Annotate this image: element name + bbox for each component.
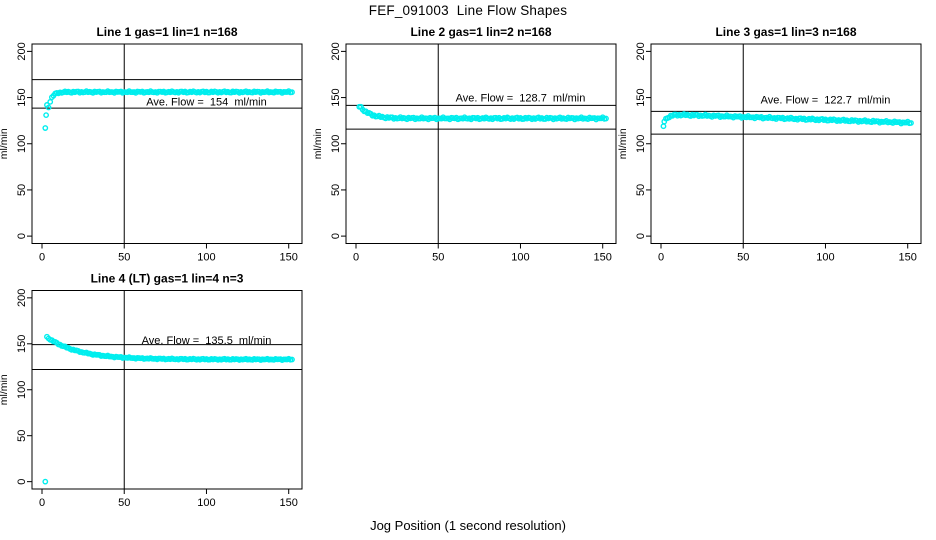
subplot-3: Line 3 gas=1 lin=3 n=168 Ave. Flow = 122.… [617,25,922,264]
y-tick-label: 200 [330,42,342,60]
subplot-title: Line 3 gas=1 lin=3 n=168 [715,25,856,39]
ave-flow-label: Ave. Flow = 128.7 ml/min [456,93,586,105]
data-points [356,103,609,123]
x-tick-label: 50 [118,497,130,509]
x-tick-label: 100 [197,497,215,509]
x-tick-label: 0 [39,252,45,264]
y-tick-label: 0 [16,233,28,239]
x-tick-label: 50 [737,252,749,264]
y-tick-label: 150 [16,88,28,106]
y-tick-label: 100 [330,135,342,153]
ave-flow-label: Ave. Flow = 154 ml/min [146,96,267,108]
plot-frame [31,43,303,244]
y-tick-label: 150 [635,88,647,106]
y-tick-label: 0 [330,233,342,239]
y-tick-label: 100 [16,135,28,153]
y-tick-label: 100 [16,381,28,399]
y-tick-label: 50 [635,184,647,196]
y-tick-label: 50 [16,184,28,196]
data-points [42,333,295,485]
data-point [660,123,667,130]
data-point [603,115,609,122]
ave-flow-label: Ave. Flow = 135.5 ml/min [142,335,272,347]
x-tick-label: 150 [280,252,298,264]
data-point [47,98,54,105]
x-tick-label: 0 [658,252,664,264]
y-tick-label: 200 [16,42,28,60]
x-tick-label: 150 [280,497,298,509]
x-tick-label: 150 [594,252,612,264]
data-points [660,111,914,130]
y-axis-label: ml/min [0,128,10,159]
subplot-title: Line 1 gas=1 lin=1 n=168 [96,25,237,39]
subplot-1: Line 1 gas=1 lin=1 n=168 Ave. Flow = 154 … [0,25,303,264]
figure-title: FEF_091003 Line Flow Shapes [368,3,568,18]
x-tick-label: 100 [511,252,529,264]
y-tick-label: 100 [635,135,647,153]
x-tick-label: 150 [899,252,917,264]
data-point [908,120,914,126]
y-axis-label: ml/min [312,128,324,159]
data-point [45,104,52,111]
data-points [42,88,295,131]
data-point [43,112,50,119]
ave-flow-label: Ave. Flow = 122.7 ml/min [761,94,891,106]
subplot-2: Line 2 gas=1 lin=2 n=168 Ave. Flow = 128.… [312,25,617,264]
x-tick-label: 50 [118,252,130,264]
y-axis-label: ml/min [617,128,629,159]
subplot-title: Line 4 (LT) gas=1 lin=4 n=3 [91,272,244,286]
y-tick-label: 200 [635,42,647,60]
data-point [42,125,49,131]
y-tick-label: 150 [16,335,28,353]
x-tick-label: 0 [39,497,45,509]
y-tick-label: 0 [635,233,647,239]
plot-frame [650,43,922,244]
x-tick-label: 0 [353,252,359,264]
data-point [289,356,295,363]
subplot-4: Line 4 (LT) gas=1 lin=4 n=3 Ave. Flow = 1… [0,272,303,509]
data-point [289,89,295,96]
x-tick-label: 50 [432,252,444,264]
subplot-title: Line 2 gas=1 lin=2 n=168 [410,25,551,39]
y-tick-label: 50 [330,184,342,196]
plot-frame [345,43,617,244]
y-tick-label: 0 [16,479,28,485]
y-tick-label: 150 [330,88,342,106]
x-tick-label: 100 [197,252,215,264]
plot-frame [31,290,303,490]
y-tick-label: 200 [16,289,28,307]
y-tick-label: 50 [16,430,28,442]
x-axis-label: Jog Position (1 second resolution) [370,518,566,533]
data-point [42,478,49,485]
x-tick-label: 100 [816,252,834,264]
y-axis-label: ml/min [0,374,10,405]
